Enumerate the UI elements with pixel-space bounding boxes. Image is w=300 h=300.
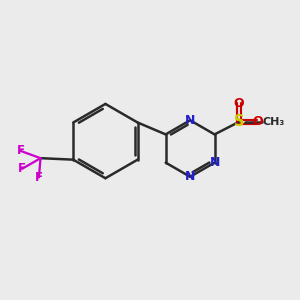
Text: CH₃: CH₃ xyxy=(262,117,284,127)
Text: N: N xyxy=(185,170,195,183)
Text: F: F xyxy=(35,171,43,184)
Text: O: O xyxy=(252,116,263,128)
Text: N: N xyxy=(209,156,220,169)
Text: O: O xyxy=(234,97,244,110)
Text: S: S xyxy=(234,114,244,129)
Text: F: F xyxy=(16,144,24,158)
Text: N: N xyxy=(185,114,195,127)
Text: F: F xyxy=(18,162,26,176)
